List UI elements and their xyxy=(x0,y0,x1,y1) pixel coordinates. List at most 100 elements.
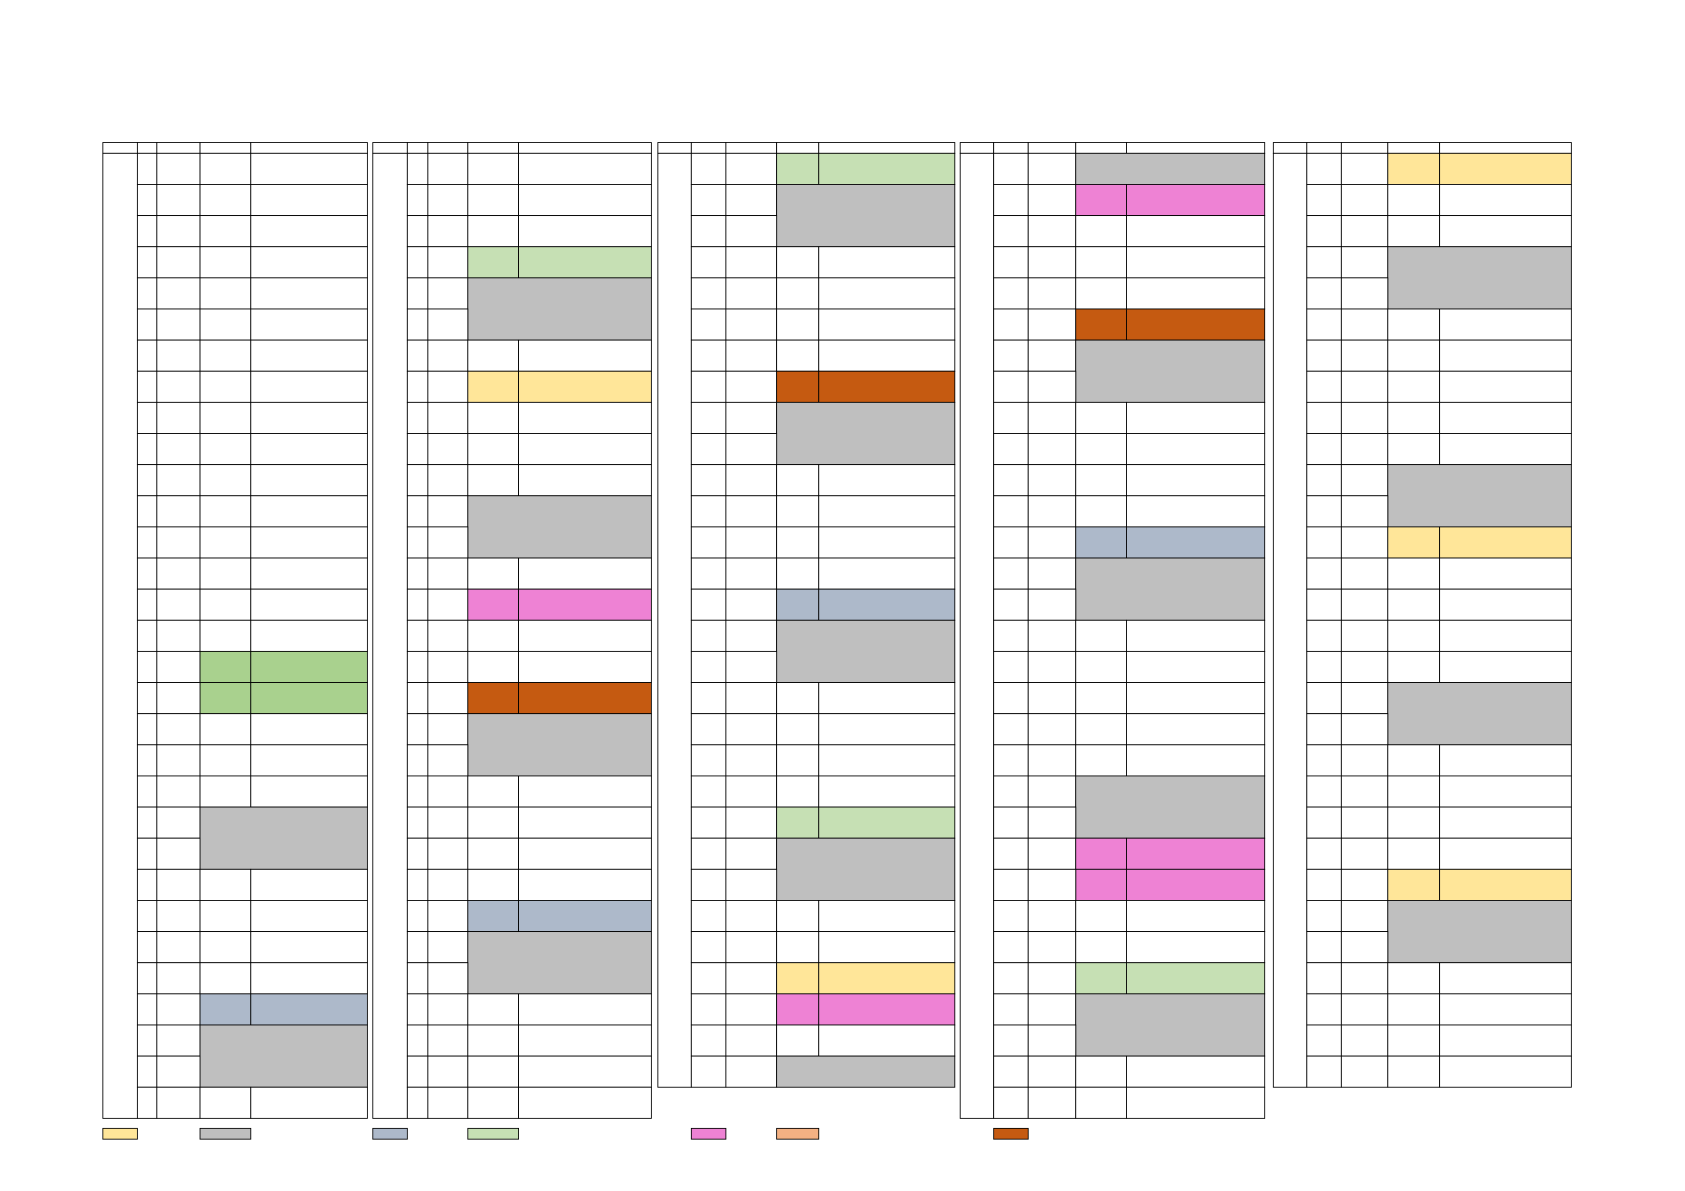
cell xyxy=(1027,806,1077,839)
cell xyxy=(1126,650,1266,683)
cell xyxy=(136,246,158,279)
cell xyxy=(427,962,469,995)
legend-swatch xyxy=(102,1127,138,1140)
merged-cell xyxy=(467,931,652,995)
cell xyxy=(406,401,429,434)
cell xyxy=(136,557,158,590)
colored-cell xyxy=(818,370,956,403)
cell xyxy=(1075,682,1127,715)
legend-swatch xyxy=(467,1127,519,1140)
cell xyxy=(427,401,469,434)
cell xyxy=(1027,619,1077,652)
cell xyxy=(1306,526,1342,559)
cell xyxy=(136,713,158,746)
cell xyxy=(250,152,368,185)
cell xyxy=(199,308,252,341)
cell xyxy=(1439,1055,1572,1088)
cell xyxy=(1027,433,1077,466)
cell xyxy=(725,526,778,559)
cell xyxy=(1387,215,1441,248)
colored-cell xyxy=(467,246,519,279)
cell xyxy=(427,1024,469,1057)
cell xyxy=(427,650,469,683)
cell xyxy=(1439,370,1572,403)
day-column xyxy=(657,152,692,1088)
cell xyxy=(136,401,158,434)
cell xyxy=(1075,900,1127,933)
cell xyxy=(1439,215,1572,248)
cell xyxy=(156,401,201,434)
cell xyxy=(156,962,201,995)
cell xyxy=(1027,931,1077,964)
cell xyxy=(406,495,429,528)
cell xyxy=(818,308,956,341)
colored-cell xyxy=(518,682,652,715)
merged-cell xyxy=(467,277,652,341)
header-cell xyxy=(1387,142,1441,154)
cell xyxy=(136,152,158,185)
cell xyxy=(993,401,1029,434)
cell xyxy=(1340,464,1389,497)
cell xyxy=(725,557,778,590)
cell xyxy=(1340,868,1389,901)
cell xyxy=(818,744,956,777)
cell xyxy=(1439,401,1572,434)
cell xyxy=(406,308,429,341)
cell xyxy=(818,1024,956,1057)
cell xyxy=(818,900,956,933)
cell xyxy=(250,246,368,279)
cell xyxy=(1306,495,1342,528)
cell xyxy=(1075,650,1127,683)
cell xyxy=(690,433,727,466)
cell xyxy=(1439,837,1572,870)
cell xyxy=(725,401,778,434)
colored-cell xyxy=(199,993,252,1026)
cell xyxy=(1387,557,1441,590)
cell xyxy=(725,1024,778,1057)
cell xyxy=(690,993,727,1026)
cell xyxy=(1340,993,1389,1026)
cell xyxy=(427,557,469,590)
colored-cell xyxy=(818,588,956,621)
cell xyxy=(1306,868,1342,901)
cell xyxy=(776,495,820,528)
cell xyxy=(1027,993,1077,1026)
cell xyxy=(1306,682,1342,715)
cell xyxy=(427,619,469,652)
colored-cell xyxy=(1075,526,1127,559)
cell xyxy=(818,246,956,279)
cell xyxy=(1387,744,1441,777)
cell xyxy=(406,993,429,1026)
cell xyxy=(725,495,778,528)
colored-cell xyxy=(1387,526,1441,559)
cell xyxy=(993,246,1029,279)
merged-cell xyxy=(1387,246,1572,310)
header-cell xyxy=(776,142,820,154)
header-cell xyxy=(993,142,1029,154)
colored-cell xyxy=(1126,837,1266,870)
cell xyxy=(725,713,778,746)
cell xyxy=(725,588,778,621)
cell xyxy=(725,993,778,1026)
cell xyxy=(467,806,519,839)
header-cell xyxy=(406,142,429,154)
colored-cell xyxy=(776,370,820,403)
cell xyxy=(250,744,368,777)
cell xyxy=(156,184,201,217)
cell xyxy=(1340,495,1389,528)
cell xyxy=(250,713,368,746)
header-cell xyxy=(467,142,519,154)
cell xyxy=(725,215,778,248)
cell xyxy=(1306,277,1342,310)
cell xyxy=(427,495,469,528)
cell xyxy=(690,588,727,621)
cell xyxy=(993,308,1029,341)
cell xyxy=(725,619,778,652)
cell xyxy=(1340,713,1389,746)
cell xyxy=(993,868,1029,901)
cell xyxy=(993,962,1029,995)
cell xyxy=(1340,277,1389,310)
cell xyxy=(725,775,778,808)
cell xyxy=(1387,775,1441,808)
